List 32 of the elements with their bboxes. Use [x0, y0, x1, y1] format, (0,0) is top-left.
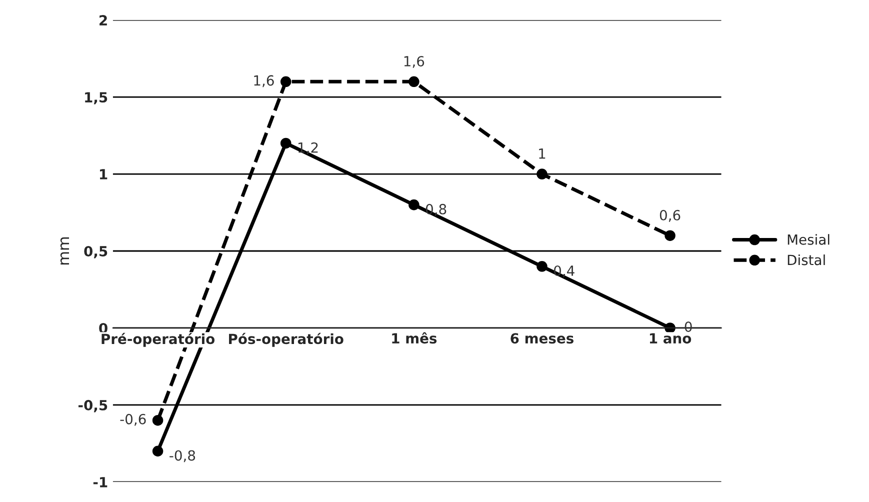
y-tick-label: 0,5 [84, 246, 108, 258]
x-tick-label: 1 mês [392, 332, 437, 344]
data-label: 1,6 [254, 75, 274, 88]
y-tick-label: 1,5 [85, 92, 108, 104]
data-label: 1,6 [404, 56, 424, 68]
y-tick-label: 2 [100, 15, 107, 26]
x-tick-label: 6 meses [510, 333, 574, 344]
point [536, 168, 548, 180]
y-tick-label: -0,5 [78, 400, 108, 412]
data-label: 0,6 [660, 210, 680, 222]
point [280, 76, 292, 88]
data-label: 0,4 [554, 265, 574, 278]
data-label: -0,6 [120, 414, 146, 426]
x-tick-label: Pós-operatório [229, 332, 344, 347]
y-tick-label: -1 [93, 477, 108, 488]
point [152, 446, 164, 457]
data-label: 1,2 [298, 142, 318, 154]
y-axis-title: mm [60, 237, 70, 264]
x-tick-label: 1 ano [650, 333, 692, 344]
data-label: 0,8 [426, 204, 446, 216]
point [408, 199, 420, 210]
point [664, 230, 676, 241]
data-label: 1 [539, 148, 546, 159]
legend-label: Distal [788, 254, 825, 266]
y-tick-label: 1 [100, 169, 108, 180]
x-tick-label: Pré-operatório [102, 332, 215, 347]
point [536, 261, 548, 272]
point [152, 414, 164, 426]
data-label: -0,8 [170, 450, 196, 462]
point [280, 138, 292, 149]
legend-label: Mesial [788, 234, 830, 245]
point [408, 76, 420, 88]
